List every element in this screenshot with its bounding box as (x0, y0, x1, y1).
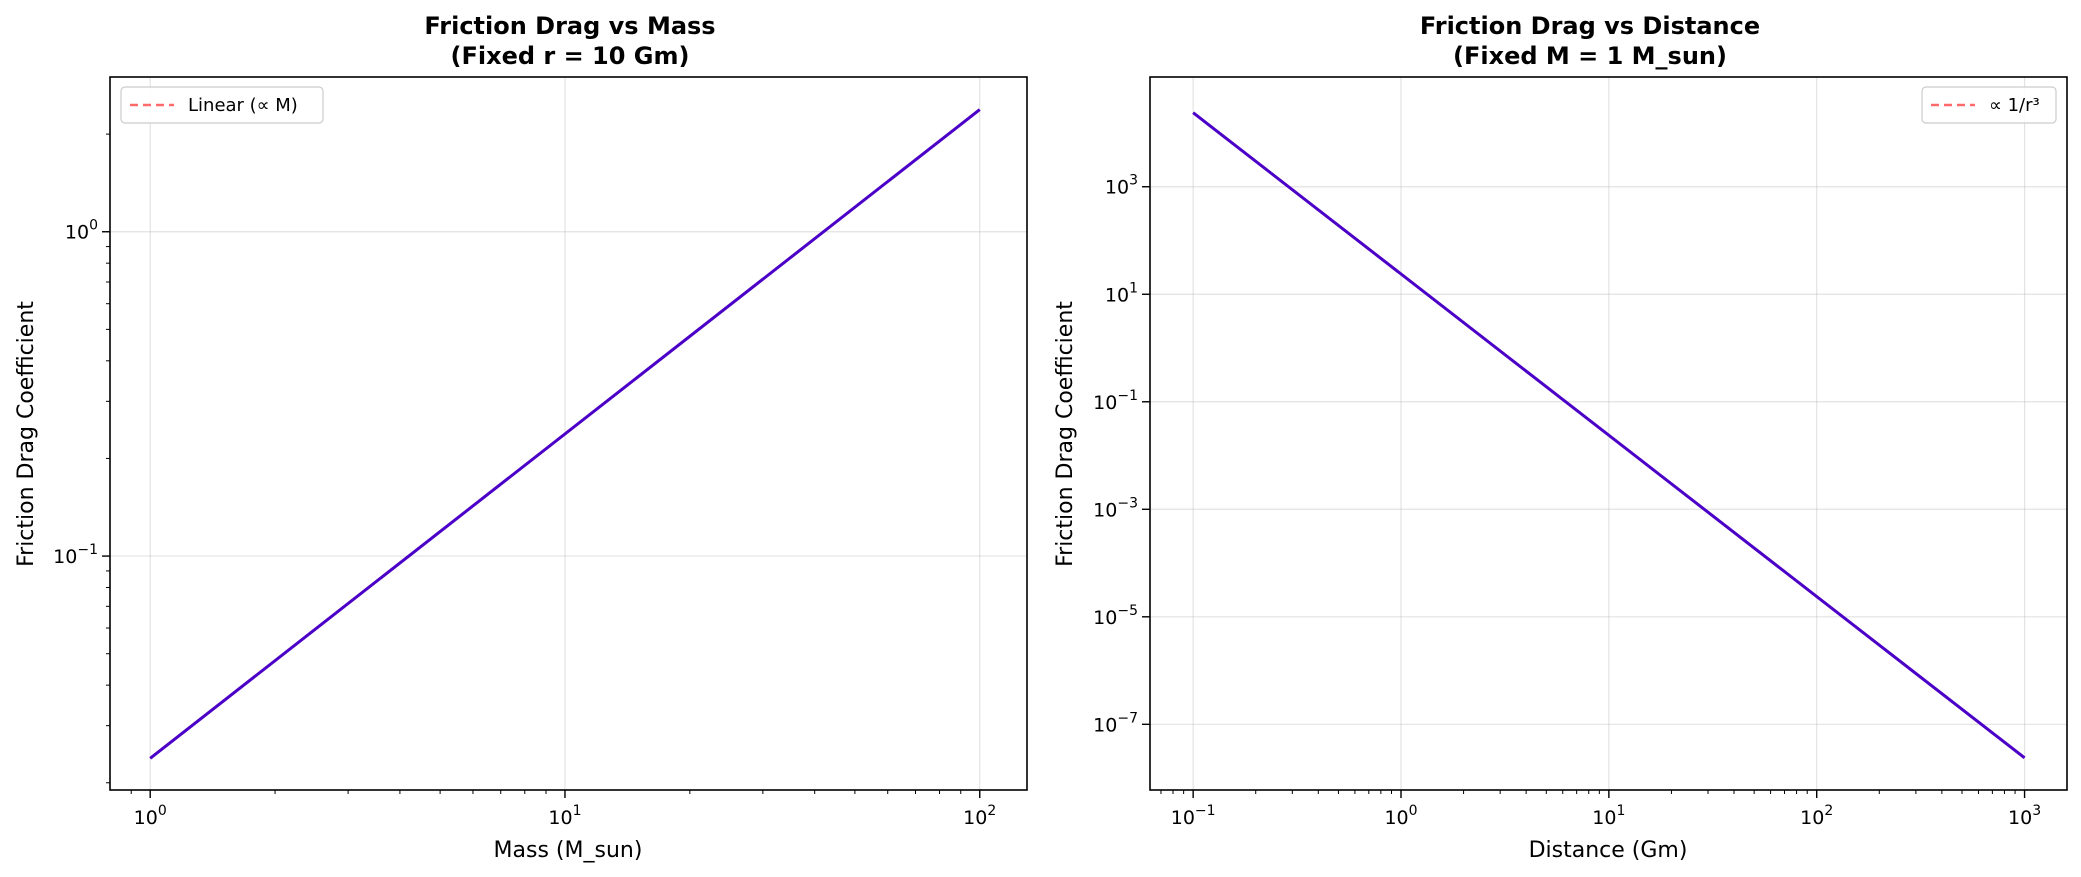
chart-distance-y-axis-label: Friction Drag Coefficient (1053, 301, 1078, 567)
x-tick-label: 102 (1800, 803, 1833, 829)
chart-mass-title: Friction Drag vs Mass (424, 12, 715, 40)
chart-mass-x-axis-label: Mass (M_sun) (494, 838, 643, 863)
y-tick-label: 100 (65, 218, 98, 244)
chart-distance-legend-label: ∝ 1/r³ (1989, 95, 2040, 116)
chart-distance-legend: ∝ 1/r³ (1921, 86, 2057, 124)
chart-mass: Friction Drag vs Mass (Fixed r = 10 Gm) … (14, 12, 1028, 863)
chart-mass-subtitle: (Fixed r = 10 Gm) (451, 42, 690, 70)
y-tick-label: 10−1 (1093, 388, 1138, 414)
chart-distance-x-ticks: 10−1 100 101 102 103 (1171, 790, 2041, 829)
chart-mass-grid (110, 77, 1027, 790)
y-tick-label: 10−7 (1093, 710, 1138, 736)
chart-distance-x-axis-label: Distance (Gm) (1529, 838, 1688, 863)
chart-mass-y-axis-label: Friction Drag Coefficient (14, 301, 39, 567)
chart-distance-legend-box (1921, 86, 2057, 124)
chart-mass-plot-frame (109, 76, 1028, 791)
data-line (1192, 111, 2026, 760)
chart-mass-series (149, 108, 981, 760)
chart-distance-grid (1150, 77, 2067, 790)
chart-mass-legend-label: Linear (∝ M) (188, 95, 298, 116)
chart-distance-series (1192, 111, 2026, 760)
chart-mass-legend-box (120, 86, 324, 124)
chart-mass-legend: Linear (∝ M) (120, 86, 324, 124)
chart-distance: Friction Drag vs Distance (Fixed M = 1 M… (1053, 12, 2068, 863)
chart-distance-title: Friction Drag vs Distance (1420, 12, 1760, 40)
data-line (149, 108, 981, 760)
chart-distance-subtitle: (Fixed M = 1 M_sun) (1453, 42, 1727, 70)
